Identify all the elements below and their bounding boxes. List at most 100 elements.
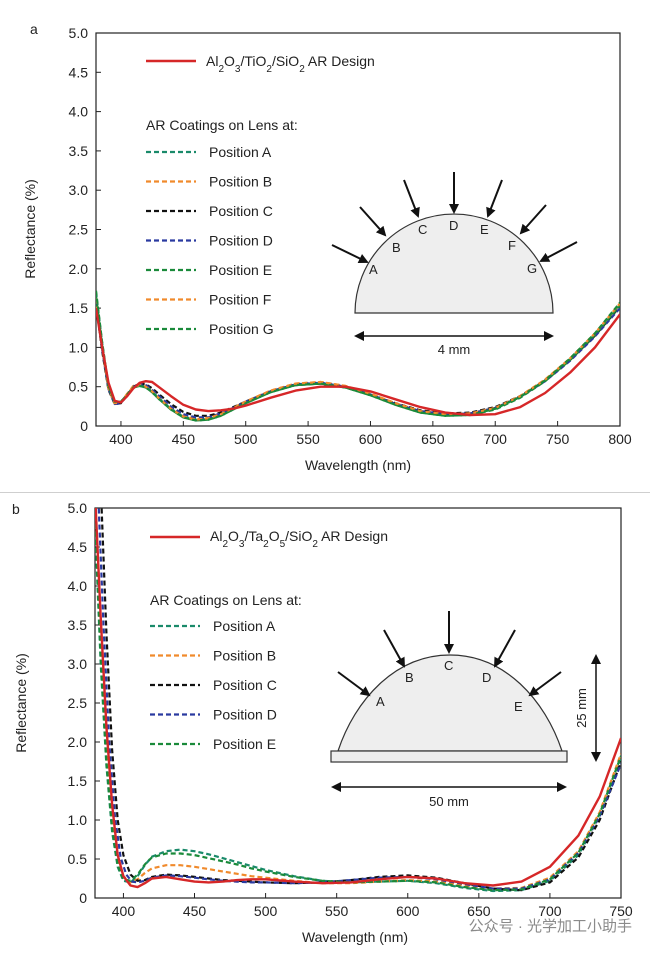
panel-b-y-tick-label: 5.0 — [68, 500, 88, 516]
panel-b-y-tick-label: 1.0 — [68, 812, 88, 828]
panel-b-series-position-e — [95, 515, 621, 892]
panel-a-y-tick-label: 1.5 — [69, 300, 89, 316]
panel-a-lens-shape — [354, 213, 554, 314]
panel-a-lens-point-e: E — [480, 222, 489, 237]
panel-a-y-tick-label: 3.0 — [69, 182, 89, 198]
panel-a-arrow-b — [359, 206, 387, 237]
panel-b-lens-point-a: A — [376, 694, 385, 709]
panel-a-y-tick-label: 0.5 — [69, 379, 89, 395]
panel-a-lens-point-f: F — [508, 238, 516, 253]
panel-a-x-tick-label: 750 — [546, 431, 570, 447]
panel-a-lens-diagram: A B C D E F G 4 mm — [331, 172, 578, 357]
panel-a-legend-label-position-a: Position A — [209, 144, 272, 160]
watermark-text: 公众号 · 光学加工小助手 — [469, 918, 632, 935]
panel-a-series-design — [96, 307, 620, 417]
panel-b-y-tick-label: 2.5 — [68, 695, 88, 711]
panel-b-axes: 400 450 500 550 600 650 700 750 0 0.5 1.0 1.5 2.0 2.5… — [68, 500, 633, 919]
panel-a-lens-dimension: 4 mm — [438, 342, 471, 357]
panel-a-y-tick-label: 5.0 — [69, 25, 89, 41]
panel-a-legend-label-position-f: Position F — [209, 292, 271, 308]
panel-b-arrow-b — [383, 629, 405, 668]
panel-a-y-tick-label: 4.5 — [69, 64, 89, 80]
panel-a-legend-title: AR Coatings on Lens at: — [146, 117, 298, 133]
panel-b-legend-label-position-e: Position E — [213, 736, 276, 752]
panel-b-y-tick-label: 4.5 — [68, 539, 88, 555]
panel-a-y-tick-label: 4.0 — [69, 104, 89, 120]
panel-a-arrow-a — [331, 244, 369, 264]
panel-b-x-axis-label: Wavelength (nm) — [302, 929, 408, 945]
panel-a-x-tick-label: 500 — [234, 431, 258, 447]
panel-a-x-tick-label: 600 — [359, 431, 383, 447]
panel-a-lens-point-b: B — [392, 240, 401, 255]
panel-b-series-design — [95, 508, 621, 889]
panel-a-legend-design-label: Al2O3/TiO2/SiO2 AR Design — [206, 53, 375, 75]
panel-a-series-position-e — [96, 296, 620, 422]
panel-b-y-tick-label: 3.5 — [68, 617, 88, 633]
panel-b-y-axis-label: Reflectance (%) — [13, 653, 29, 753]
panel-a-lens-point-a: A — [369, 262, 378, 277]
panel-a-x-tick-label: 400 — [109, 431, 133, 447]
panel-b-x-tick-label: 550 — [325, 903, 349, 919]
panel-a-arrow-c — [403, 179, 420, 218]
panel-a-x-tick-label: 450 — [172, 431, 196, 447]
panel-b-y-tick-label: 3.0 — [68, 656, 88, 672]
panel-a-lens-point-d: D — [449, 218, 458, 233]
panel-b-label: b — [12, 501, 20, 517]
panel-a-legend-label-position-e: Position E — [209, 262, 272, 278]
panel-a-label: a — [30, 21, 38, 37]
panel-a-x-tick-label: 550 — [296, 431, 320, 447]
panel-a: a 400 450 500 550 600 650 700 750 800 0 0.5 1.0 1.5 2… — [22, 21, 632, 473]
panel-b-series-position-c — [100, 508, 621, 892]
panel-a-y-tick-label: 1.0 — [69, 339, 89, 355]
panel-a-y-tick-label: 3.5 — [69, 143, 89, 159]
panel-a-arrow-f — [519, 204, 547, 235]
panel-a-plot-frame — [95, 32, 621, 427]
panel-b-series-position-a — [95, 523, 621, 893]
panel-b-series-position-d — [97, 508, 621, 890]
panel-b-lens-point-e: E — [514, 699, 523, 714]
panel-b-lens-base — [330, 750, 568, 763]
panel-b-y-tick-label: 0 — [79, 890, 87, 906]
panel-b-series-position-b — [95, 508, 621, 890]
panel-a-legend-label-position-d: Position D — [209, 233, 273, 249]
panel-b-y-tick-label: 2.0 — [68, 734, 88, 750]
panel-b-y-tick-label: 4.0 — [68, 578, 88, 594]
panel-b-legend-label-position-a: Position A — [213, 618, 276, 634]
panel-a-legend-label-position-g: Position G — [209, 321, 274, 337]
panel-a-y-tick-label: 0 — [80, 418, 88, 434]
panel-a-arrow-e — [486, 179, 503, 218]
panel-b-y-tick-label: 1.5 — [68, 773, 88, 789]
panel-b-lens-point-b: B — [405, 670, 414, 685]
panel-b-x-tick-label: 500 — [254, 903, 278, 919]
panel-a-series-group — [96, 290, 620, 422]
panel-separator — [0, 492, 650, 493]
panel-b-legend-title: AR Coatings on Lens at: — [150, 592, 302, 608]
panel-b-legend-design-label: Al2O3/Ta2O5/SiO2 AR Design — [210, 528, 388, 550]
panel-b-arrow-e — [528, 671, 562, 697]
panel-a-series-position-f — [96, 298, 620, 421]
panel-b-series-group — [95, 508, 621, 893]
panel-b-legend-label-position-d: Position D — [213, 707, 277, 723]
panel-b-x-tick-label: 600 — [396, 903, 420, 919]
panel-b-lens-height: 25 mm — [574, 688, 589, 728]
panel-b-x-tick-label: 400 — [112, 903, 136, 919]
panel-a-x-axis-label: Wavelength (nm) — [305, 457, 411, 473]
panel-a-axes: 400 450 500 550 600 650 700 750 800 0 0.5 1.0 1.5 2.0… — [69, 25, 632, 447]
panel-a-x-tick-label: 700 — [484, 431, 508, 447]
panel-b-plot-frame — [94, 507, 622, 899]
panel-a-legend: Position A Position B Position C Position D… — [146, 144, 274, 337]
panel-b-x-tick-label: 700 — [538, 903, 562, 919]
panel-b-arrow-d — [494, 629, 516, 668]
panel-b-lens-point-d: D — [482, 670, 491, 685]
panel-a-series-position-b — [96, 300, 620, 420]
panel-a-y-tick-label: 2.0 — [69, 261, 89, 277]
panel-b: b 400 450 500 550 600 650 700 750 0 0.5 1.0 1.5 2.0 2… — [12, 500, 633, 945]
panel-b-legend: Position A Position B Position C Position D… — [150, 618, 277, 752]
panel-b-x-tick-label: 650 — [467, 903, 491, 919]
panel-b-lens-diagram: A B C D E 25 mm 50 mm — [330, 611, 601, 809]
panel-b-x-tick-label: 750 — [609, 903, 633, 919]
panel-a-legend-label-position-c: Position C — [209, 203, 273, 219]
panel-b-lens-point-c: C — [444, 658, 453, 673]
panel-a-legend-label-position-b: Position B — [209, 174, 272, 190]
